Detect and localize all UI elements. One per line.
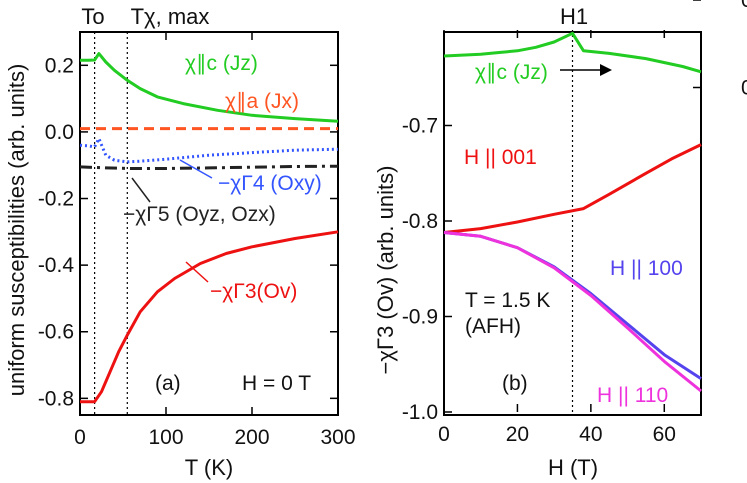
series-line (79, 164, 339, 170)
y-tick-label: -0.7 (402, 115, 438, 138)
x-tick-label: 0 (74, 426, 86, 449)
y-tick-label: 0.0 (45, 121, 74, 144)
marker-label-h1: H1 (560, 4, 588, 29)
panel-a-ticks: 0 100 200 300 0.2 0.0 -0.2 -0.4 -0.6 -0.8 (38, 32, 356, 449)
pointer-chi-g5 (131, 177, 151, 203)
panel-a-ylabel: uniform susceptibilities (arb. units) (4, 64, 29, 397)
label-chi-g5: −χΓ5 (Oyz, Ozx) (123, 203, 276, 226)
panel-b-annotation-temp: T = 1.5 K (465, 289, 550, 312)
panel-a: 0 100 200 300 0.2 0.0 -0.2 -0.4 -0.6 -0.8 uniform… (4, 4, 356, 480)
y-tick-label: -0.6 (38, 321, 74, 344)
x-tick-label: 300 (320, 426, 355, 449)
series-line (443, 143, 702, 234)
label-b-chi-c: χ∥c (Jz) (475, 61, 548, 84)
panel-a-series (79, 52, 339, 404)
panel-a-annotation: H = 0 T (242, 372, 311, 395)
pointer-chi-g3 (185, 261, 209, 283)
panel-b-frame (443, 31, 702, 416)
label-b-h001: H || 001 (464, 146, 537, 169)
x-tick-label: 60 (653, 423, 676, 446)
label-b-h100: H || 100 (610, 257, 683, 280)
label-chi-g3: −χΓ3(Ov) (210, 280, 297, 303)
x-tick-label: 200 (234, 426, 269, 449)
panel-a-markers (94, 32, 128, 415)
y-tick-label: -0.8 (402, 210, 438, 233)
x-tick-label: 20 (506, 423, 529, 446)
x-tick-label: 100 (148, 426, 183, 449)
x-tick-label: 40 (579, 423, 602, 446)
series-line (80, 52, 339, 123)
label-chi-c: χ∥c (Jz) (185, 52, 258, 75)
panel-a-label: (a) (155, 372, 181, 395)
panel-b: 0 20 40 60 -0.7 -0.8 -0.9 -1.0 0.3 0.2 −χΓ3 (Ov) … (373, 0, 747, 480)
series-line (443, 231, 702, 393)
label-chi-a: χ∥a (Jx) (225, 90, 299, 113)
marker-label-tchimax: Tχ, max (131, 4, 210, 29)
series-line (79, 137, 339, 164)
arrow-right-head-icon (600, 64, 612, 76)
y-tick-label: 0.2 (45, 54, 74, 77)
panel-b-label: (b) (502, 372, 528, 395)
y-tick-label: -0.4 (38, 254, 75, 277)
marker-label-to: To (81, 4, 104, 29)
panel-b-ticks: 0 20 40 60 -0.7 -0.8 -0.9 -1.0 0.3 0.2 (402, 0, 747, 446)
y-tick-label: -1.0 (402, 401, 438, 424)
x-tick-label: 0 (438, 423, 450, 446)
panel-b-ylabel: −χΓ3 (Ov) (arb. units) (373, 166, 398, 375)
y-tick-label: -0.9 (402, 306, 438, 329)
right-y-tick-label: 0.2 (741, 77, 747, 100)
y-tick-label: -0.8 (38, 387, 74, 410)
panel-b-annotation-afh: (AFH) (465, 315, 521, 338)
panel-a-xlabel: T (K) (185, 455, 233, 480)
panel-b-xlabel: H (T) (548, 455, 598, 480)
series-line (443, 31, 702, 74)
label-b-h110: H || 110 (597, 384, 668, 407)
right-y-tick-label: 0.3 (741, 0, 747, 12)
pointer-chi-g4 (179, 159, 213, 179)
label-chi-g4: −χΓ4 (Oxy) (218, 172, 322, 195)
panel-b-series (443, 31, 702, 393)
series-line (80, 230, 339, 404)
panel-a-frame (79, 31, 339, 416)
y-tick-label: -0.2 (38, 188, 74, 211)
